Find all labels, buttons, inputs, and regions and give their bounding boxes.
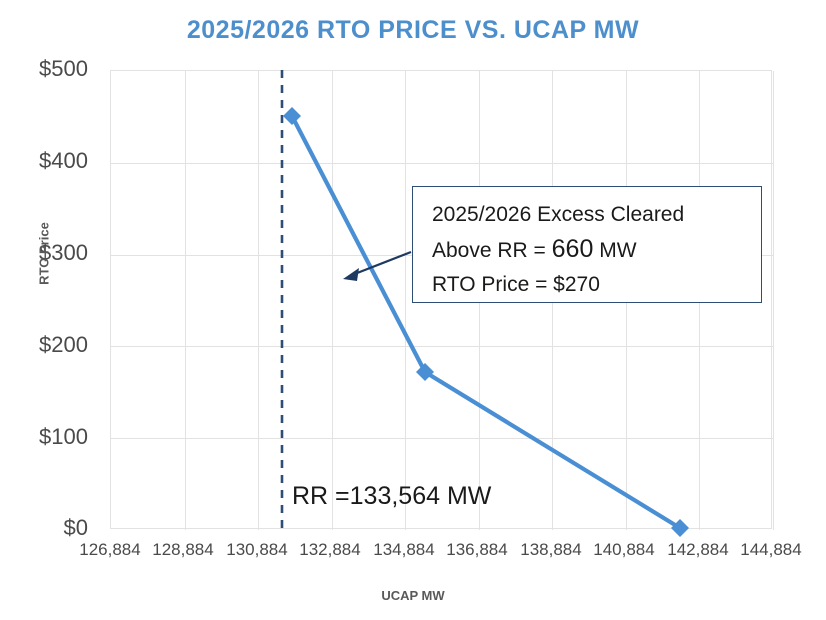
y-axis-tick-label: $500 <box>39 56 88 81</box>
gridline-vertical <box>331 71 333 530</box>
y-axis-tick-label: $300 <box>39 240 88 265</box>
y-axis-tick-label: $100 <box>39 424 88 449</box>
annotation-line-2-value: 660 <box>551 235 594 263</box>
x-axis-tick-label: 132,884 <box>299 540 361 559</box>
x-axis-tick-label: 136,884 <box>446 540 508 559</box>
x-axis-tick-label: 142,884 <box>667 540 729 559</box>
x-axis-tick-label: 144,884 <box>740 540 802 559</box>
chart-title: 2025/2026 RTO PRICE VS. UCAP MW <box>186 16 640 44</box>
x-axis-tick-label: 138,884 <box>520 540 582 559</box>
annotation-line-1: 2025/2026 Excess Cleared <box>432 203 685 226</box>
gridline-vertical <box>258 71 260 530</box>
gridline-horizontal <box>111 346 773 348</box>
x-axis-title: UCAP MW <box>381 588 445 603</box>
reference-line-label: RR =133,564 MW <box>292 482 492 510</box>
x-axis-tick-label: 126,884 <box>79 540 141 559</box>
gridline-horizontal <box>111 162 773 164</box>
y-axis-tick-label: $0 <box>63 515 88 540</box>
gridline-vertical <box>773 71 774 530</box>
x-axis-tick-label: 128,884 <box>152 540 214 559</box>
x-axis-tick-label: 140,884 <box>593 540 655 559</box>
annotation-line-2-prefix: Above RR = <box>432 239 552 262</box>
y-axis-tick-label: $400 <box>39 148 88 173</box>
gridline-horizontal <box>111 438 773 440</box>
x-axis-tick-label: 134,884 <box>373 540 435 559</box>
gridline-vertical <box>184 71 186 530</box>
x-axis-tick-label: 130,884 <box>226 540 288 559</box>
annotation-line-2-suffix: MW <box>593 239 637 262</box>
y-axis-tick-label: $200 <box>39 332 88 357</box>
annotation-callout: 2025/2026 Excess Cleared Above RR = 660 … <box>412 186 762 303</box>
annotation-line-2: Above RR = 660 MW <box>432 232 761 268</box>
y-axis-title: RTO Price <box>36 222 52 285</box>
gridline-vertical <box>405 71 407 530</box>
annotation-line-3: RTO Price = $270 <box>432 273 600 296</box>
